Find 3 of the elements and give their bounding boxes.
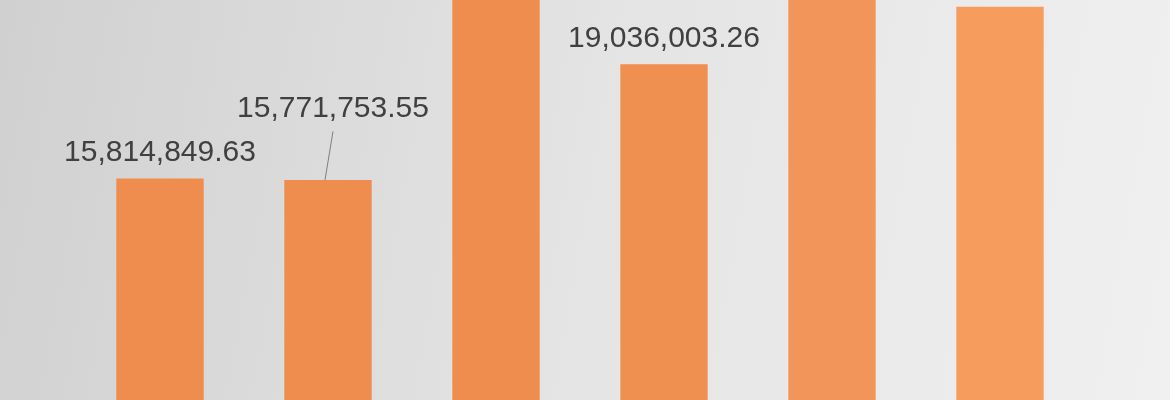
data-label: 15,814,849.63 [64, 133, 256, 167]
data-label: 15,771,753.55 [237, 89, 429, 123]
data-label: 19,036,003.26 [568, 19, 760, 53]
